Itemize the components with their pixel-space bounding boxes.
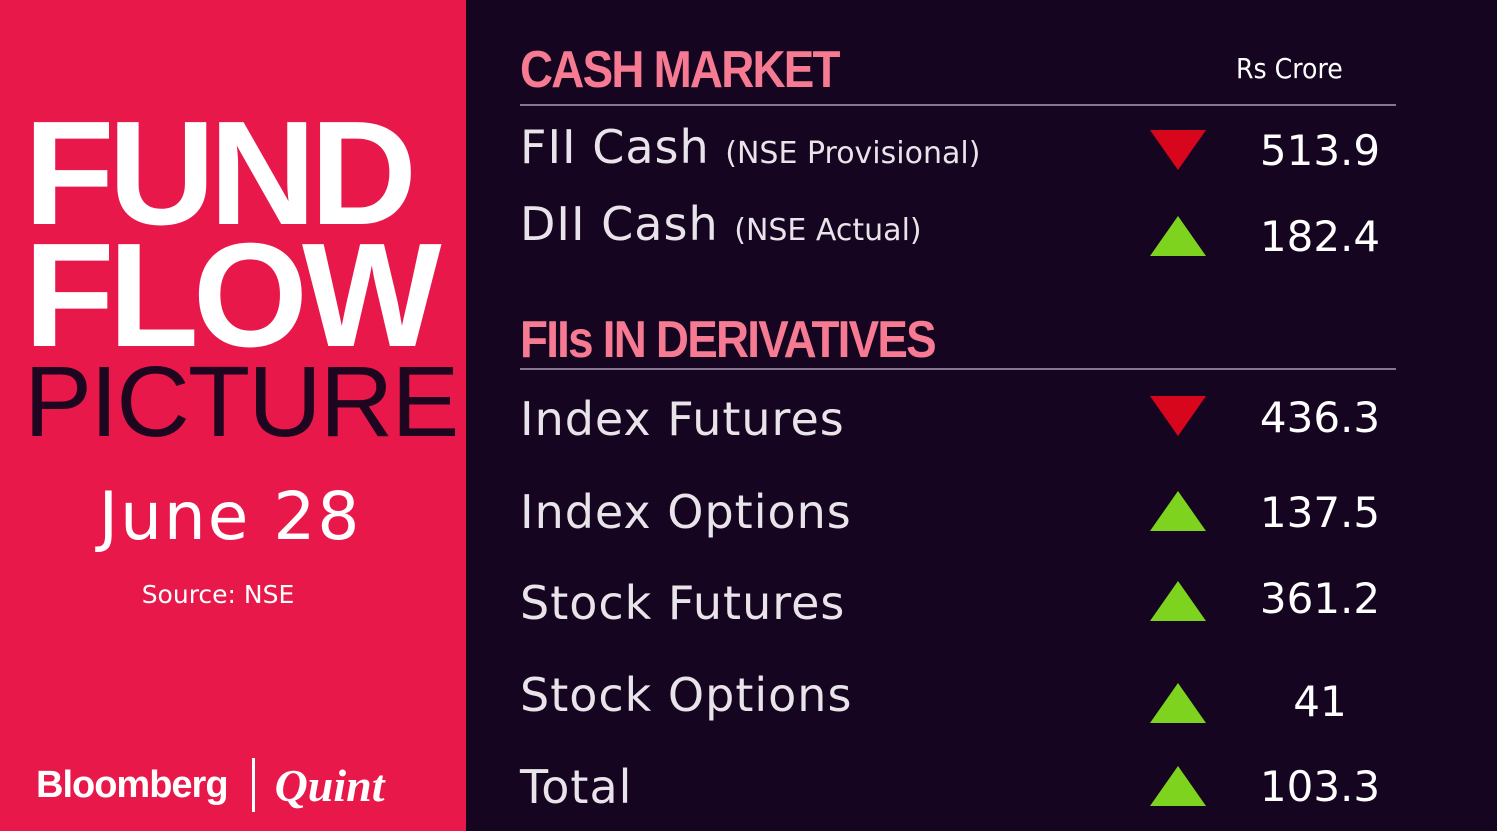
logo: Bloomberg Quint xyxy=(36,758,385,812)
row-value: 182.4 xyxy=(1259,212,1381,261)
date: June 28 xyxy=(98,478,362,555)
up-arrow-icon xyxy=(1150,766,1206,806)
up-arrow-icon xyxy=(1150,491,1206,531)
divider xyxy=(520,104,1396,106)
divider xyxy=(520,368,1396,370)
row-note: (NSE Provisional) xyxy=(725,136,981,171)
title-fund: FUND xyxy=(24,91,417,256)
row-value: 103.3 xyxy=(1259,762,1381,811)
row-value: 361.2 xyxy=(1259,574,1381,623)
row-value: 41 xyxy=(1293,677,1347,726)
down-arrow-icon xyxy=(1150,396,1206,436)
row-total: Total xyxy=(520,760,633,814)
up-arrow-icon xyxy=(1150,581,1206,621)
cash-market-heading: CASH MARKET xyxy=(520,41,841,99)
down-arrow-icon xyxy=(1150,130,1206,170)
row-index-futures: Index Futures xyxy=(520,392,845,446)
logo-divider xyxy=(251,758,255,812)
unit-label: Rs Crore xyxy=(1236,52,1343,85)
row-note: (NSE Actual) xyxy=(734,213,922,248)
title-flow: FLOW xyxy=(24,213,442,378)
logo-bloomberg: Bloomberg xyxy=(36,763,229,806)
row-fii-cash: FII Cash (NSE Provisional) xyxy=(520,120,980,174)
up-arrow-icon xyxy=(1150,683,1206,723)
row-label: DII Cash xyxy=(520,197,719,251)
logo-quint: Quint xyxy=(274,759,385,811)
row-label: FII Cash xyxy=(520,120,710,174)
row-stock-futures: Stock Futures xyxy=(520,576,846,630)
row-index-options: Index Options xyxy=(520,485,852,539)
derivatives-heading: FIIs IN DERIVATIVES xyxy=(520,311,937,369)
row-value: 137.5 xyxy=(1259,488,1381,537)
row-value: 513.9 xyxy=(1259,126,1381,175)
source: Source: NSE xyxy=(141,580,295,609)
row-value: 436.3 xyxy=(1259,393,1381,442)
title-picture: PICTURE xyxy=(24,346,459,458)
row-dii-cash: DII Cash (NSE Actual) xyxy=(520,197,922,251)
row-stock-options: Stock Options xyxy=(520,668,853,722)
title-panel: FUND FLOW PICTURE June 28 Source: NSE Bl… xyxy=(0,0,466,831)
up-arrow-icon xyxy=(1150,216,1206,256)
